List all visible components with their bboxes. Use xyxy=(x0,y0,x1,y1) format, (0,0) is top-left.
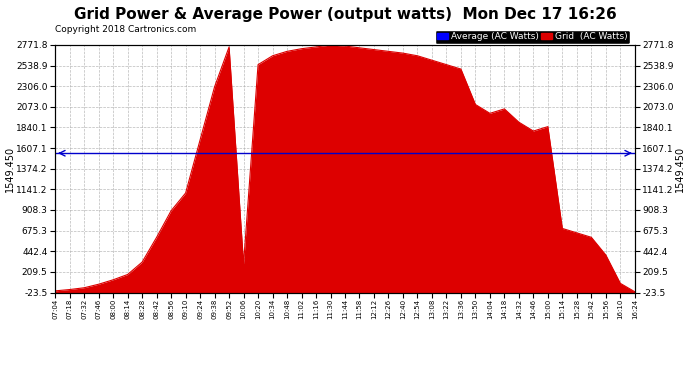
Y-axis label: 1549.450: 1549.450 xyxy=(676,146,685,192)
Text: Grid Power & Average Power (output watts)  Mon Dec 17 16:26: Grid Power & Average Power (output watts… xyxy=(74,8,616,22)
Text: Copyright 2018 Cartronics.com: Copyright 2018 Cartronics.com xyxy=(55,25,197,34)
Legend: Average (AC Watts), Grid  (AC Watts): Average (AC Watts), Grid (AC Watts) xyxy=(435,30,630,44)
Y-axis label: 1549.450: 1549.450 xyxy=(5,146,14,192)
